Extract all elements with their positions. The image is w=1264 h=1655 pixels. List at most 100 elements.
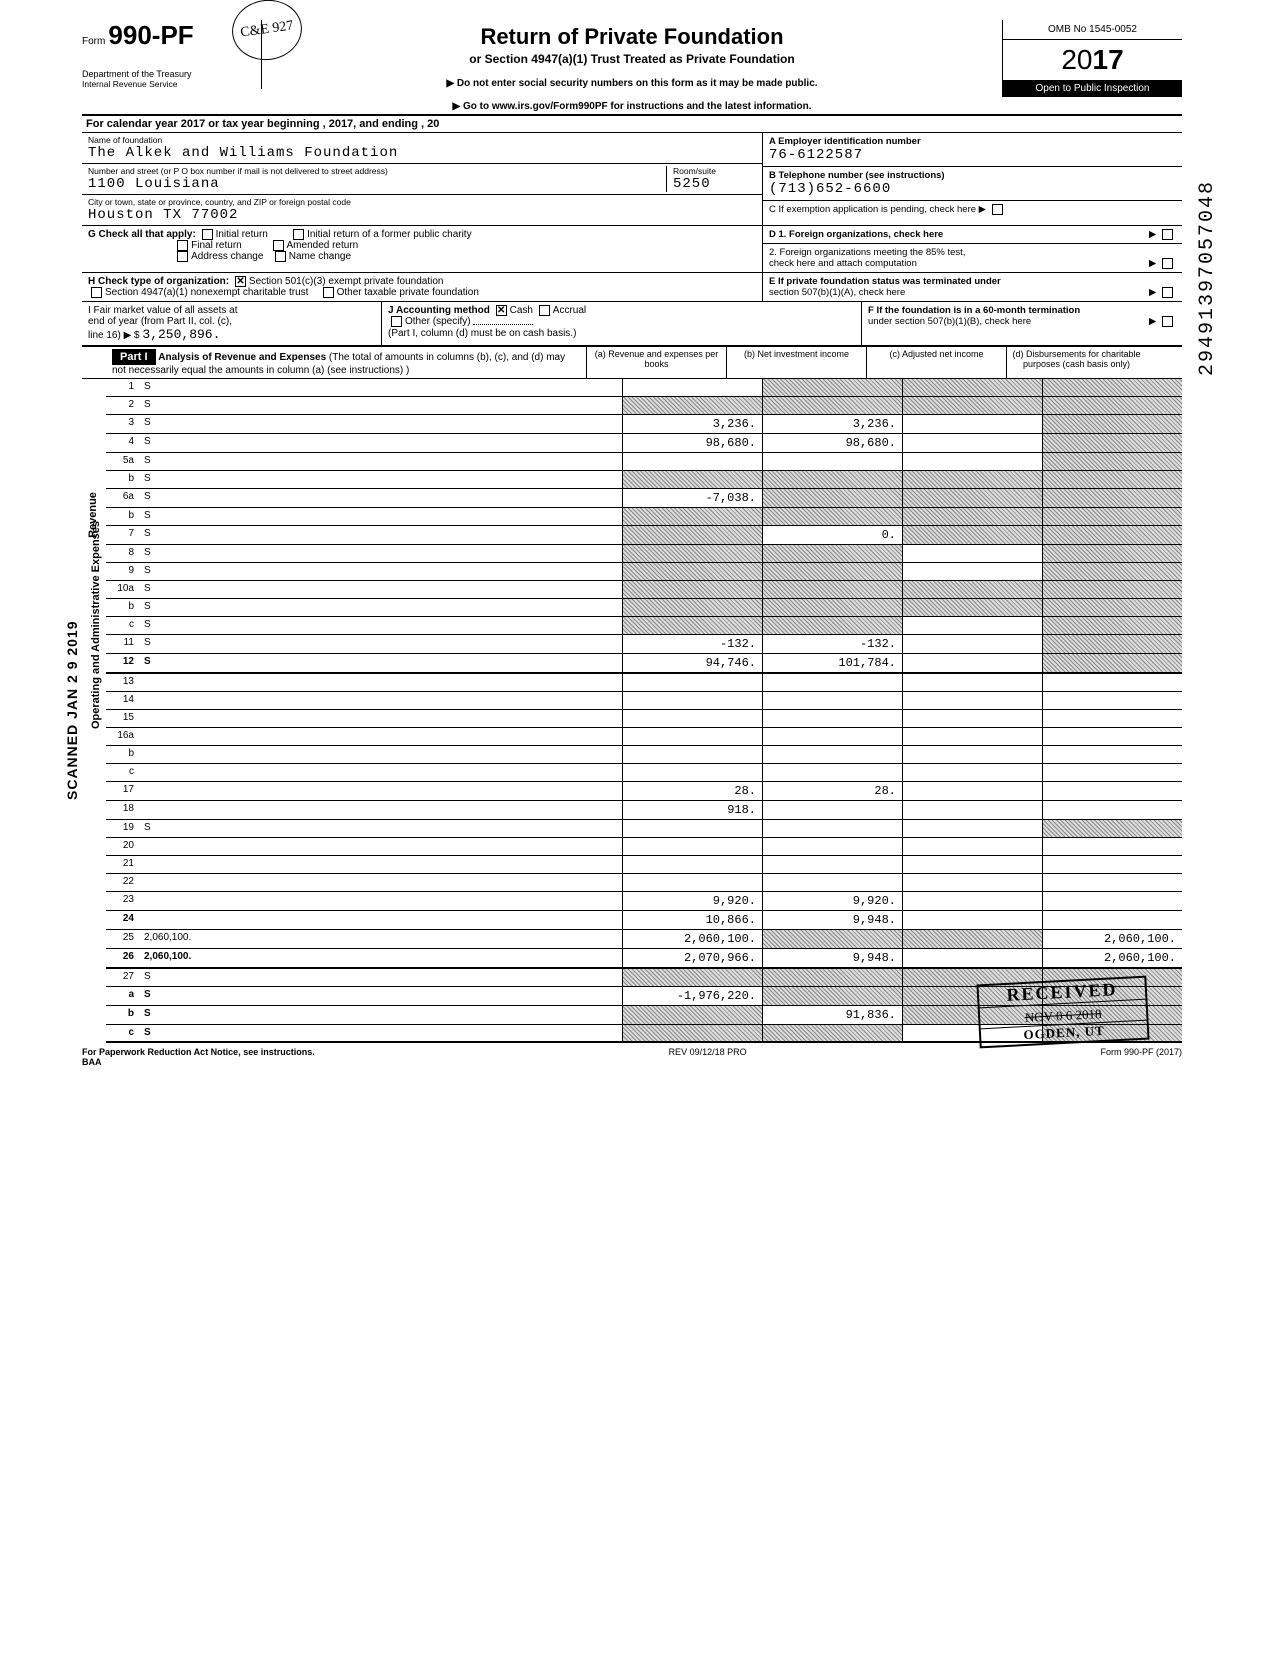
amount-col-b: [762, 838, 902, 855]
cb-d1[interactable]: [1162, 229, 1173, 240]
table-row: 21: [106, 856, 1182, 874]
j-other: Other (specify): [405, 317, 471, 328]
amount-col-b: [762, 563, 902, 580]
cb-501c3[interactable]: [235, 276, 246, 287]
amount-col-b: [762, 969, 902, 986]
irs-label: Internal Revenue Service: [82, 79, 253, 89]
other-specify-line[interactable]: [473, 324, 533, 325]
row-description: 2,060,100.: [140, 949, 622, 967]
cb-initial-former[interactable]: [293, 229, 304, 240]
j-accrual: Accrual: [553, 305, 586, 316]
row-number: 12: [106, 654, 140, 672]
row-number: 17: [106, 782, 140, 800]
table-row: 4S98,680.98,680.: [106, 434, 1182, 453]
amount-col-b: -132.: [762, 635, 902, 653]
paperwork-notice: For Paperwork Reduction Act Notice, see …: [82, 1047, 315, 1067]
amount-col-b: [762, 545, 902, 562]
amount-col-b: [762, 856, 902, 873]
c-checkbox[interactable]: [992, 204, 1003, 215]
amount-col-a: [622, 728, 762, 745]
row-number: 21: [106, 856, 140, 873]
h-block: H Check type of organization: Section 50…: [82, 273, 762, 301]
city-value: Houston TX 77002: [88, 207, 756, 223]
public-inspection: Open to Public Inspection: [1003, 80, 1182, 97]
amount-col-d: [1042, 782, 1182, 800]
amount-col-b: 9,948.: [762, 911, 902, 929]
row-number: 24: [106, 911, 140, 929]
row-description: [140, 746, 622, 763]
address-row: Number and street (or P O box number if …: [82, 164, 762, 195]
amount-col-d: [1042, 415, 1182, 433]
col-b-header: (b) Net investment income: [726, 347, 866, 378]
cb-other-method[interactable]: [391, 316, 402, 327]
fmv-value: 3,250,896.: [142, 327, 220, 342]
amount-col-d: [1042, 508, 1182, 525]
row-number: 9: [106, 563, 140, 580]
amount-col-c: [902, 874, 1042, 891]
i-j-f-row: I Fair market value of all assets at end…: [82, 302, 1182, 347]
amount-col-b: [762, 710, 902, 727]
expenses-label: Operating and Administrative Expenses: [90, 521, 102, 729]
row-description: [140, 856, 622, 873]
cb-final[interactable]: [177, 240, 188, 251]
header-center: Return of Private Foundation or Section …: [262, 20, 1002, 112]
row-number: 20: [106, 838, 140, 855]
row-description: S: [140, 508, 622, 525]
d1-cell: D 1. Foreign organizations, check here ▶: [763, 226, 1182, 244]
part1-badge: Part I: [112, 349, 156, 365]
row-number: 8: [106, 545, 140, 562]
table-row: 239,920.9,920.: [106, 892, 1182, 911]
g-d-row: G Check all that apply: Initial return I…: [82, 226, 1182, 273]
dln-stamp: 29491397057048: [1196, 180, 1219, 376]
j-block: J Accounting method Cash Accrual Other (…: [382, 302, 862, 345]
cb-other-tax[interactable]: [323, 287, 334, 298]
amount-col-b: [762, 397, 902, 414]
part1-header-row: Part I Analysis of Revenue and Expenses …: [82, 347, 1182, 379]
row-description: [140, 728, 622, 745]
cb-f[interactable]: [1162, 316, 1173, 327]
info-left: Name of foundation The Alkek and William…: [82, 133, 762, 225]
cb-initial[interactable]: [202, 229, 213, 240]
amount-col-a: [622, 856, 762, 873]
amount-col-d: [1042, 856, 1182, 873]
cb-addr-change[interactable]: [177, 251, 188, 262]
amount-col-b: [762, 746, 902, 763]
form-number: 990-PF: [108, 20, 193, 50]
cb-e[interactable]: [1162, 287, 1173, 298]
opt-initial-former: Initial return of a former public charit…: [307, 229, 472, 240]
addr-label: Number and street (or P O box number if …: [88, 166, 666, 176]
form-ref: Form 990-PF (2017): [1100, 1047, 1182, 1057]
amount-col-c: [902, 545, 1042, 562]
amount-col-b: 9,920.: [762, 892, 902, 910]
amount-col-d: 2,060,100.: [1042, 930, 1182, 948]
table-row: 12S94,746.101,784.: [106, 654, 1182, 674]
form-label: Form: [82, 36, 105, 47]
amount-col-c: [902, 728, 1042, 745]
cb-name-change[interactable]: [275, 251, 286, 262]
cb-amended[interactable]: [273, 240, 284, 251]
amount-col-a: [622, 674, 762, 691]
row-description: 2,060,100.: [140, 930, 622, 948]
d2a-label: 2. Foreign organizations meeting the 85%…: [769, 247, 965, 258]
cb-4947[interactable]: [91, 287, 102, 298]
amount-col-d: [1042, 911, 1182, 929]
amount-col-a: -1,976,220.: [622, 987, 762, 1005]
amount-col-d: [1042, 746, 1182, 763]
amount-col-c: [902, 415, 1042, 433]
amount-col-a: 2,060,100.: [622, 930, 762, 948]
d-block: D 1. Foreign organizations, check here ▶…: [762, 226, 1182, 272]
row-description: [140, 674, 622, 691]
cb-cash[interactable]: [496, 305, 507, 316]
amount-col-a: 94,746.: [622, 654, 762, 672]
amount-col-b: [762, 453, 902, 470]
table-row: 15: [106, 710, 1182, 728]
cb-d2[interactable]: [1162, 258, 1173, 269]
cb-accrual[interactable]: [539, 305, 550, 316]
row-description: S: [140, 526, 622, 544]
row-number: 26: [106, 949, 140, 967]
row-description: S: [140, 969, 622, 986]
amount-col-b: [762, 1025, 902, 1041]
amount-col-b: [762, 692, 902, 709]
row-number: 15: [106, 710, 140, 727]
i-line1: I Fair market value of all assets at: [88, 305, 238, 316]
